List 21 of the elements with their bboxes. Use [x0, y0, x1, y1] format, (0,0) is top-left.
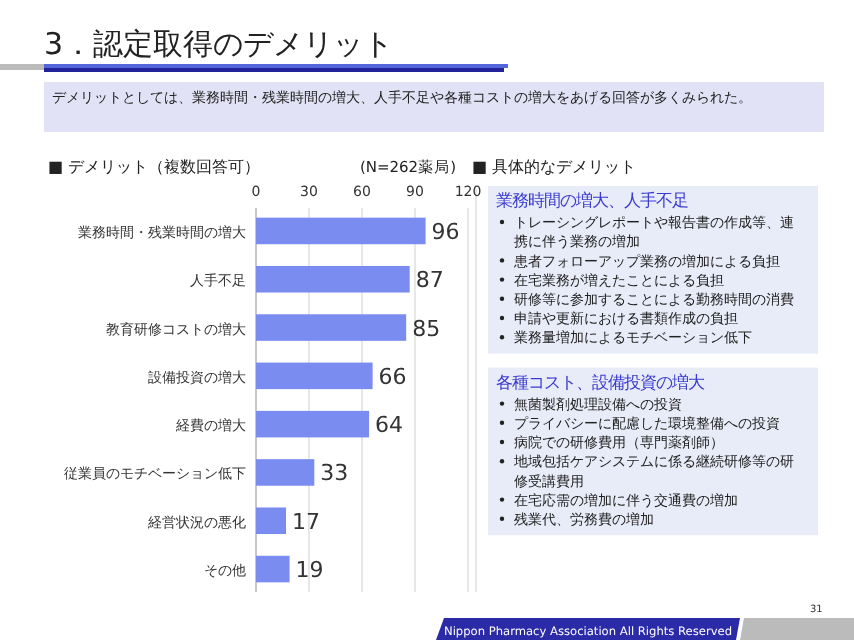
data-label: 17 [292, 508, 321, 535]
text: ■ デメリット（複数回答可） [48, 158, 261, 176]
data-label: 96 [431, 218, 460, 245]
bar [256, 362, 373, 390]
data-label: 66 [378, 363, 407, 390]
data-label: 85 [412, 315, 441, 342]
data-label: 87 [415, 267, 444, 294]
bar [256, 507, 287, 535]
bar [256, 410, 370, 438]
data-label: 64 [375, 412, 404, 439]
text: 業務時間の増大、人手不足 [496, 190, 688, 210]
chart-title: 3．認定取得のデメリット [44, 26, 394, 62]
bar [256, 459, 315, 486]
bar [256, 314, 407, 341]
data-label: 33 [320, 460, 349, 487]
bar [256, 555, 290, 583]
bar [256, 217, 426, 245]
data-label: 19 [295, 557, 324, 584]
text: ■ 具体的なデメリット [472, 158, 637, 176]
bar [256, 265, 410, 293]
text: 各種コスト、設備投資の増大 [496, 371, 704, 392]
